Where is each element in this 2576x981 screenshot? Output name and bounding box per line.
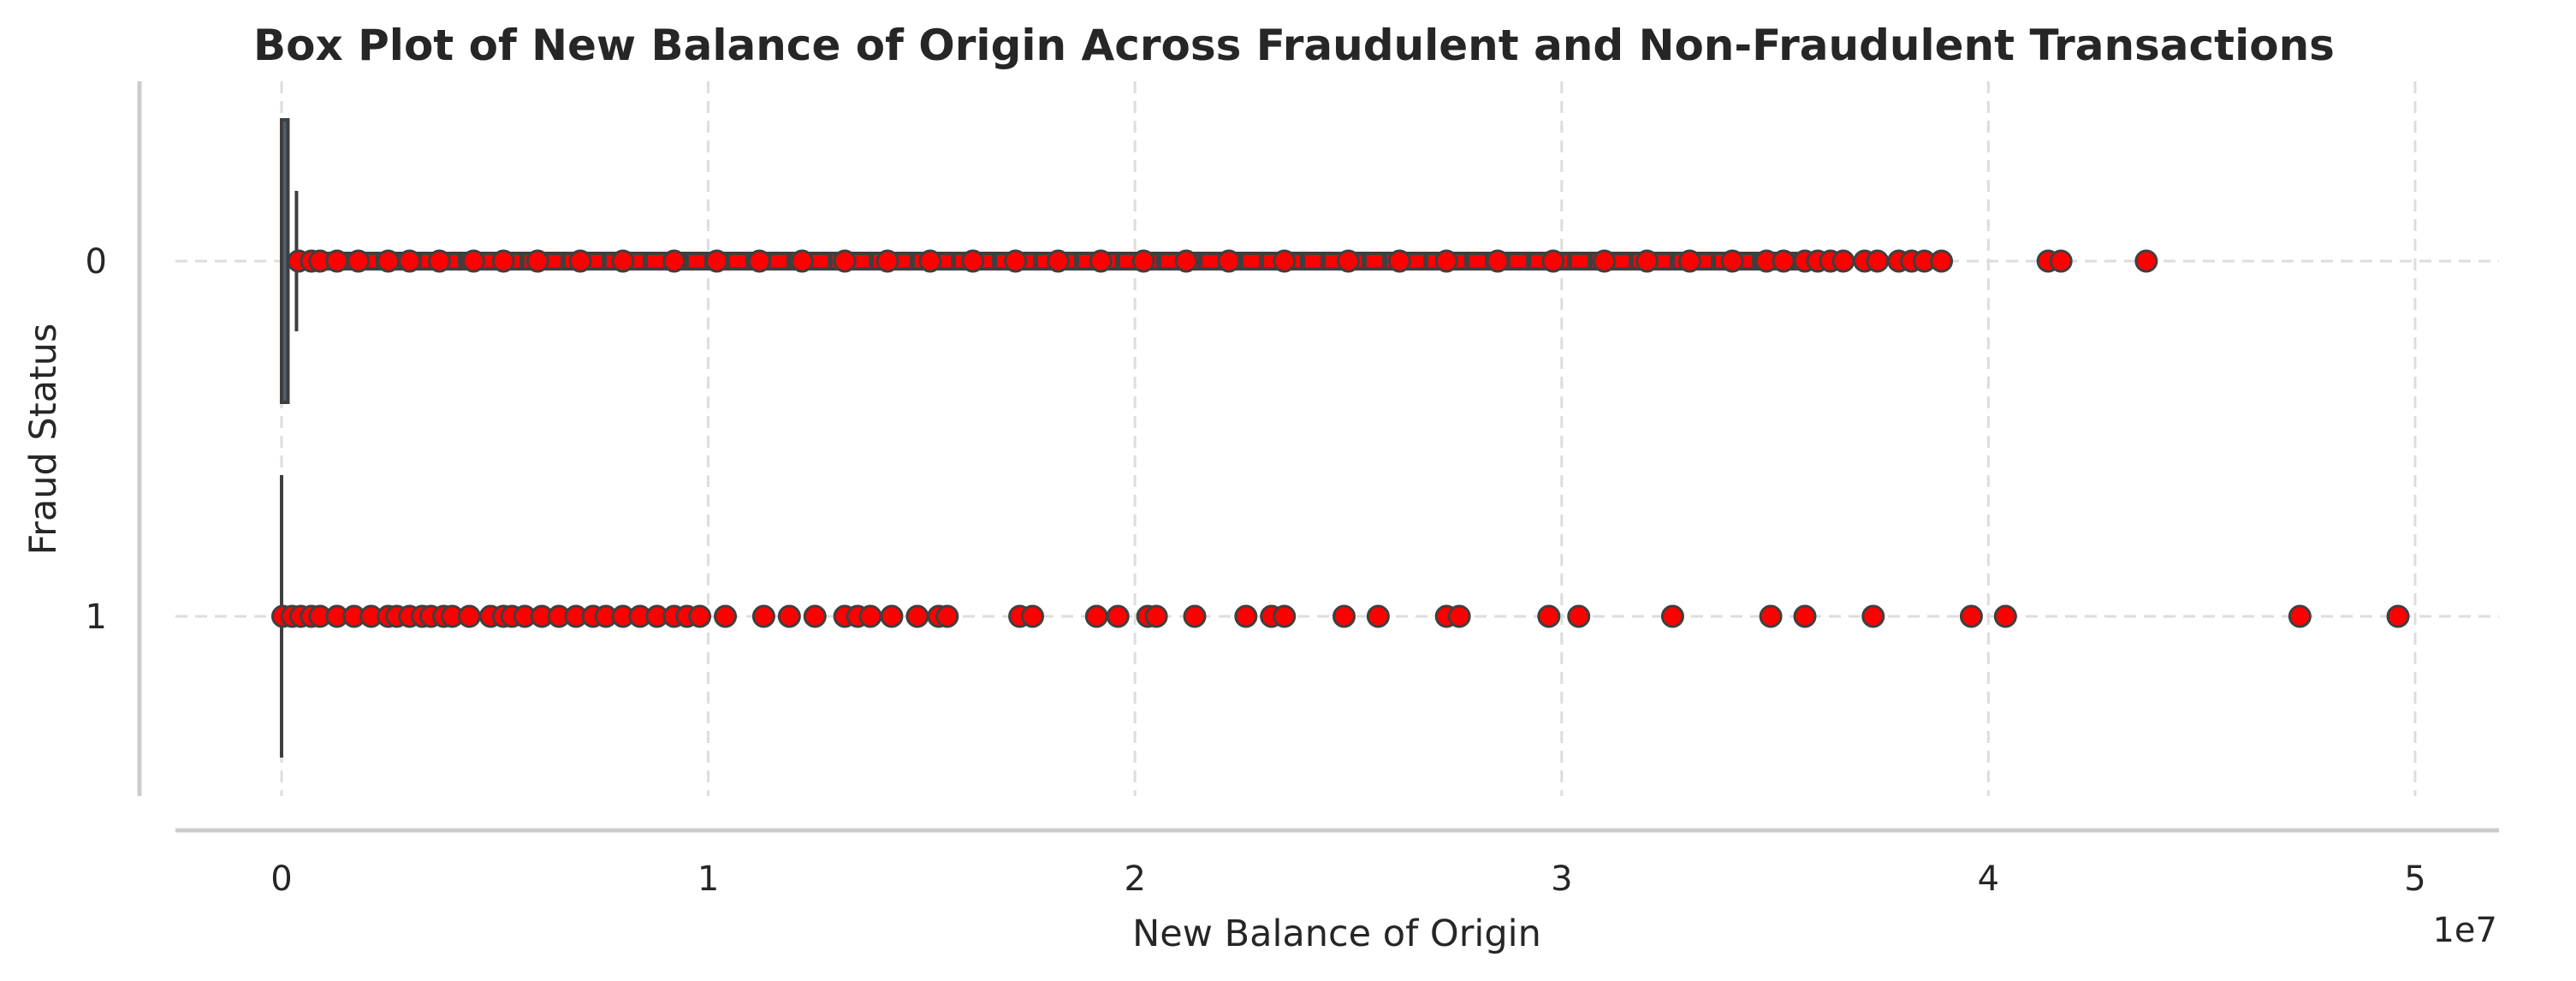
flier-point [325, 249, 349, 273]
flier-point [1273, 604, 1297, 628]
flier-point [2134, 249, 2158, 273]
flier-point [1831, 249, 1855, 273]
flier-point [1447, 604, 1471, 628]
flier-point [833, 249, 857, 273]
x-tick-label: 0 [270, 859, 292, 899]
flier-point [1004, 249, 1028, 273]
boxes [280, 118, 299, 758]
x-axis-label: New Balance of Origin [1132, 913, 1541, 955]
flier-point [427, 249, 451, 273]
flier-point [1434, 249, 1458, 273]
x-axis-offset-label: 1e7 [2432, 911, 2497, 950]
flier-point [1866, 249, 1890, 273]
flier-point [1174, 249, 1198, 273]
flier-point [961, 249, 985, 273]
flier-point [1387, 249, 1411, 273]
flier-point [1793, 604, 1817, 628]
flier-point [1486, 249, 1510, 273]
flier-point [905, 604, 929, 628]
y-tick-label: 0 [86, 242, 107, 282]
y-axis-label: Fraud Status [22, 324, 65, 556]
flier-point [1234, 604, 1258, 628]
flier-point [935, 604, 959, 628]
flier-point [1720, 249, 1744, 273]
flier-point [2386, 604, 2410, 628]
flier-point [568, 249, 592, 273]
x-tick-label: 5 [2404, 859, 2425, 899]
chart-title: Box Plot of New Balance of Origin Across… [253, 21, 2335, 70]
flier-point [1084, 604, 1108, 628]
y-tick-labels: 01 [86, 242, 107, 637]
flier-point [918, 249, 942, 273]
x-tick-label: 4 [1978, 859, 1999, 899]
flier-point [1273, 249, 1297, 273]
grid-lines [175, 81, 2499, 796]
x-tick-labels: 0 1 2 3 4 5 [270, 859, 2425, 899]
flier-point [491, 249, 515, 273]
y-tick-label: 1 [86, 598, 107, 637]
flier-point [1337, 249, 1360, 273]
flier-point [662, 249, 686, 273]
flier-point [705, 249, 729, 273]
flier-point [1021, 604, 1045, 628]
flier-point [1959, 604, 1983, 628]
flier-point [1593, 249, 1617, 273]
flier-point [377, 249, 401, 273]
x-tick-label: 1 [697, 859, 719, 899]
flier-point [1930, 249, 1954, 273]
flier-point [461, 249, 485, 273]
flier-point [1089, 249, 1113, 273]
flier-point [1759, 604, 1783, 628]
flier-point [1635, 249, 1659, 273]
flier-point [1772, 249, 1795, 273]
flier-point [1046, 249, 1070, 273]
flier-point [1366, 604, 1390, 628]
flier-point [747, 249, 771, 273]
flier-point [858, 604, 882, 628]
flier-point [1541, 249, 1565, 273]
flier-point [714, 604, 738, 628]
flier-point [1993, 604, 2017, 628]
flier-point [790, 249, 814, 273]
flier-point [2049, 249, 2073, 273]
x-tick-label: 3 [1551, 859, 1572, 899]
flier-point [1537, 604, 1561, 628]
flier-point [611, 249, 635, 273]
x-tick-label: 2 [1124, 859, 1145, 899]
flier-point [751, 604, 775, 628]
flier-point [1144, 604, 1168, 628]
flier-point [2288, 604, 2312, 628]
flier-point [525, 249, 549, 273]
flier-point [1660, 604, 1684, 628]
flier-point [880, 604, 904, 628]
flier-point [1861, 604, 1885, 628]
flier-point [457, 604, 481, 628]
flier-point [1677, 249, 1701, 273]
flier-point [1333, 604, 1356, 628]
flier-point [803, 604, 827, 628]
flier-point [1217, 249, 1241, 273]
flier-point [1106, 604, 1130, 628]
flier-point [875, 249, 899, 273]
flier-point [1567, 604, 1591, 628]
flier-point [1131, 249, 1155, 273]
flier-point [1183, 604, 1207, 628]
flier-point [777, 604, 801, 628]
flier-point [688, 604, 712, 628]
fliers [270, 249, 2410, 628]
flier-point [398, 249, 422, 273]
flier-point [347, 249, 371, 273]
